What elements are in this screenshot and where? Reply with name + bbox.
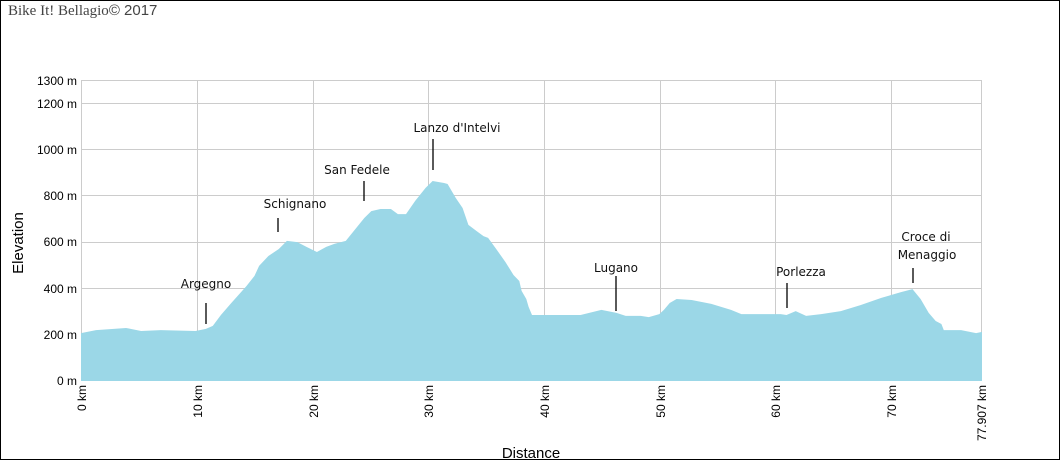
y-tick-0: 0 m <box>57 374 77 388</box>
x-tick-50: 50 km <box>654 385 668 418</box>
x-tick-60: 60 km <box>769 385 783 418</box>
copyright-text: Bike It! Bellagio© 2017 <box>8 2 157 20</box>
x-tick-end: 77.907 km <box>975 385 989 441</box>
y-tick-1200: 1200 m <box>37 97 77 111</box>
y-tick-800: 800 m <box>44 189 77 203</box>
elevation-area <box>81 181 982 381</box>
label-san-fedele: San Fedele <box>324 163 390 177</box>
label-porlezza: Porlezza <box>776 265 826 279</box>
copyright-year: © 2017 <box>108 2 158 19</box>
label-lanzo: Lanzo d'Intelvi <box>413 121 500 135</box>
place-annotations <box>205 139 914 324</box>
x-axis-labels: 0 km 10 km 20 km 30 km 40 km 50 km 60 km… <box>75 385 989 441</box>
y-axis-title: Elevation <box>10 212 27 274</box>
x-tick-20: 20 km <box>307 385 321 418</box>
x-tick-0: 0 km <box>75 385 89 411</box>
x-tick-10: 10 km <box>191 385 205 418</box>
copyright-brand: Bike It! Bellagio <box>8 3 109 19</box>
label-argegno: Argegno <box>181 277 232 291</box>
label-croce-line2: Menaggio <box>898 248 957 262</box>
y-tick-1000: 1000 m <box>37 143 77 157</box>
label-lugano: Lugano <box>594 261 638 275</box>
y-tick-200: 200 m <box>44 328 77 342</box>
place-labels: Argegno Schignano San Fedele Lanzo d'Int… <box>181 121 957 291</box>
label-croce-line1: Croce di <box>901 230 950 244</box>
label-schignano: Schignano <box>264 197 327 211</box>
x-axis-title: Distance <box>502 445 560 459</box>
x-tick-30: 30 km <box>422 385 436 418</box>
y-tick-400: 400 m <box>44 282 77 296</box>
y-tick-1300: 1300 m <box>37 74 77 88</box>
x-tick-70: 70 km <box>885 385 899 418</box>
x-tick-40: 40 km <box>538 385 552 418</box>
y-tick-600: 600 m <box>44 235 77 249</box>
y-axis-labels: 0 m 200 m 400 m 600 m 800 m 1000 m 1200 … <box>37 74 77 388</box>
